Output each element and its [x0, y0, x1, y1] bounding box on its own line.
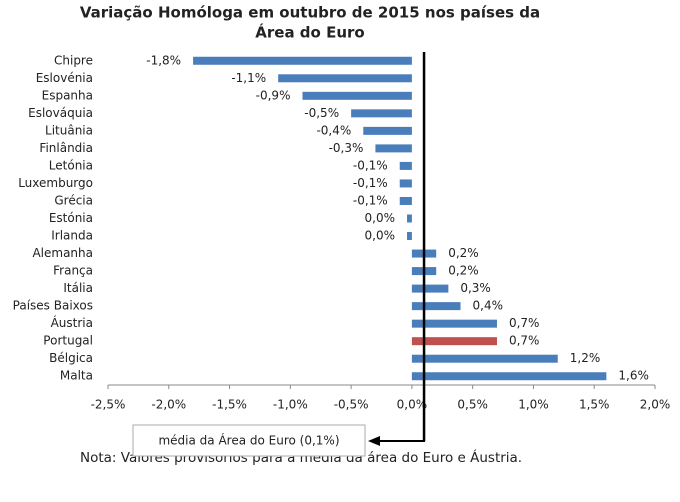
- data-label: -0,1%: [353, 158, 388, 172]
- data-label: 0,4%: [473, 299, 504, 313]
- bar: [411, 284, 449, 293]
- bar: [302, 91, 412, 100]
- bar: [375, 144, 412, 153]
- bar: [193, 56, 412, 65]
- bar: [351, 109, 412, 118]
- y-tick-label: Eslovénia: [36, 71, 93, 85]
- bar: [399, 179, 412, 188]
- x-tick-label: 0,0%: [397, 398, 428, 412]
- y-tick-label: França: [53, 264, 93, 278]
- bar: [411, 372, 607, 381]
- bar: [363, 126, 412, 135]
- bar: [411, 337, 497, 346]
- x-tick-label: -2,5%: [91, 398, 126, 412]
- data-label: -0,3%: [329, 141, 364, 155]
- bar: [399, 161, 412, 170]
- y-tick-label: Países Baixos: [13, 299, 93, 313]
- data-label: -0,5%: [304, 106, 339, 120]
- bar: [411, 319, 497, 328]
- x-tick-label: -0,5%: [334, 398, 369, 412]
- y-tick-label: Itália: [63, 281, 93, 295]
- data-label: -1,8%: [146, 53, 181, 67]
- y-tick-label: Alemanha: [32, 246, 93, 260]
- y-tick-label: Eslováquia: [28, 106, 93, 120]
- chart-title: Variação Homóloga em outubro de 2015 nos…: [80, 4, 540, 22]
- y-tick-label: Chipre: [54, 53, 93, 67]
- bar: [278, 74, 412, 83]
- y-tick-label: Espanha: [42, 88, 93, 102]
- data-label: -0,1%: [353, 176, 388, 190]
- data-label: 0,0%: [365, 229, 396, 243]
- reference-box: [132, 424, 366, 457]
- x-tick-label: -1,0%: [273, 398, 308, 412]
- y-tick-label: Portugal: [43, 334, 93, 348]
- data-label: -0,4%: [316, 123, 351, 137]
- y-tick-label: Grécia: [54, 193, 93, 207]
- y-tick-label: Luxemburgo: [18, 176, 93, 190]
- data-label: 0,2%: [448, 246, 479, 260]
- bar: [407, 214, 412, 223]
- bar: [411, 354, 558, 363]
- x-tick-label: 0,5%: [457, 398, 488, 412]
- y-tick-label: Malta: [60, 369, 93, 383]
- arrow-head: [368, 436, 380, 446]
- data-label: 1,6%: [618, 369, 649, 383]
- x-tick-label: 1,0%: [518, 398, 549, 412]
- y-tick-label: Lituânia: [45, 123, 93, 137]
- y-tick-label: Irlanda: [51, 229, 93, 243]
- data-label: 0,3%: [460, 281, 491, 295]
- x-tick-label: 2,0%: [640, 398, 671, 412]
- data-label: 0,0%: [365, 211, 396, 225]
- data-label: 0,2%: [448, 264, 479, 278]
- bar: [411, 302, 461, 311]
- x-tick-label: 1,5%: [579, 398, 610, 412]
- data-label: 1,2%: [570, 351, 601, 365]
- y-tick-label: Letónia: [49, 158, 93, 172]
- bar: [407, 232, 412, 241]
- chart-title: Área do Euro: [255, 23, 364, 42]
- y-tick-label: Estónia: [49, 211, 93, 225]
- y-tick-label: Finlândia: [39, 141, 93, 155]
- data-label: -1,1%: [231, 71, 266, 85]
- y-tick-label: Bélgica: [49, 351, 93, 365]
- bar: [399, 196, 412, 205]
- data-label: 0,7%: [509, 334, 540, 348]
- data-label: -0,9%: [256, 88, 291, 102]
- y-tick-label: Áustria: [51, 315, 93, 330]
- data-label: 0,7%: [509, 316, 540, 330]
- reference-label: média da Área do Euro (0,1%): [158, 433, 339, 448]
- data-label: -0,1%: [353, 193, 388, 207]
- x-tick-label: -2,0%: [151, 398, 186, 412]
- x-tick-label: -1,5%: [212, 398, 247, 412]
